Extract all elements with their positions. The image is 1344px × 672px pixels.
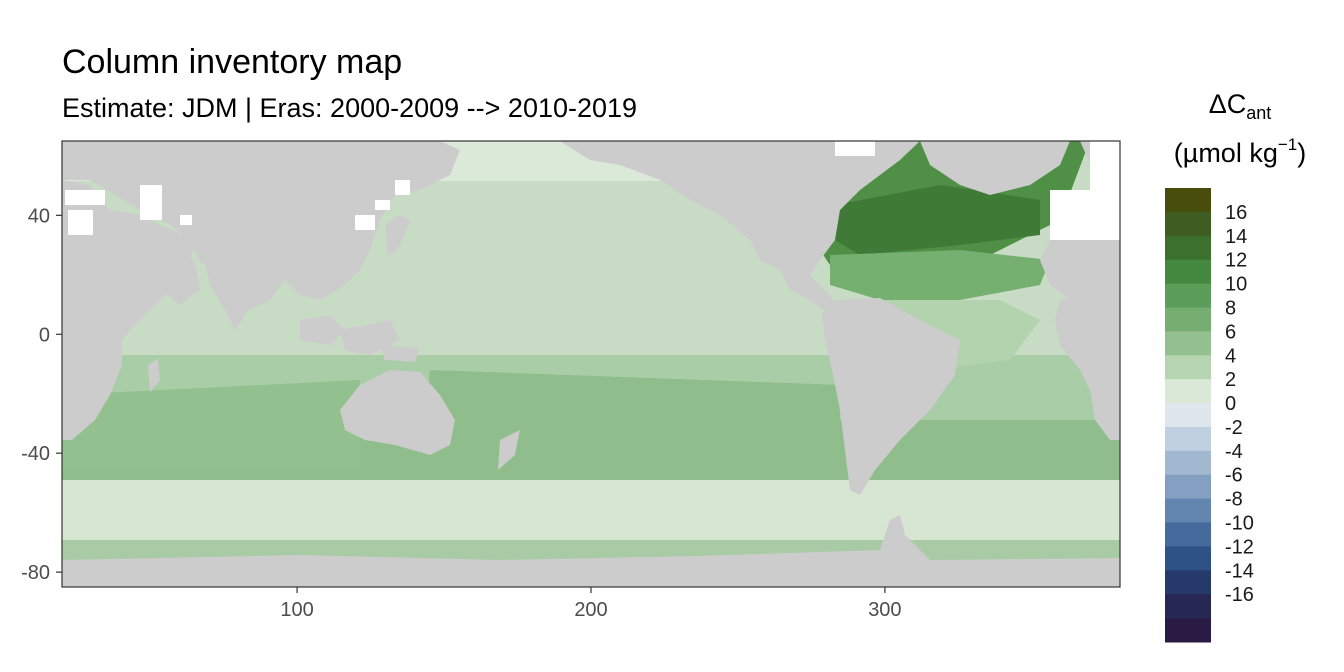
legend-swatch	[1165, 498, 1211, 524]
legend-break-label: 2	[1225, 369, 1236, 391]
legend-swatch	[1165, 259, 1211, 285]
legend-swatch	[1165, 546, 1211, 571]
north-atlantic-core	[835, 185, 1040, 255]
legend-unit: (µmol kg−1)	[1174, 135, 1306, 168]
legend-break-label: -8	[1225, 489, 1243, 511]
legend-break-label: -2	[1225, 417, 1243, 439]
legend-break-label: -10	[1225, 513, 1254, 535]
legend: ΔCant (µmol kg−1) 1614121086420-2-4-6-8-…	[1165, 89, 1306, 643]
legend-break-label: -14	[1225, 560, 1254, 582]
x-tick-label: 300	[868, 599, 901, 621]
y-tick-label: 0	[39, 324, 50, 346]
legend-unit-sup: −1	[1278, 135, 1297, 154]
legend-unit-main: (µmol kg	[1174, 138, 1278, 168]
legend-unit-close: )	[1297, 138, 1306, 168]
legend-swatch	[1165, 188, 1211, 213]
legend-swatch	[1165, 594, 1211, 619]
chart-subtitle: Estimate: JDM | Eras: 2000-2009 --> 2010…	[62, 93, 638, 123]
legend-break-label: -6	[1225, 465, 1243, 487]
y-tick-label: -40	[21, 443, 50, 465]
legend-break-label: 12	[1225, 250, 1247, 272]
legend-swatch	[1165, 403, 1211, 428]
band-southern-ocean	[62, 480, 1120, 545]
legend-swatch	[1165, 379, 1211, 404]
x-tick-label: 100	[280, 599, 313, 621]
legend-swatch	[1165, 331, 1211, 356]
legend-swatch	[1165, 522, 1211, 547]
legend-break-label: 8	[1225, 297, 1236, 319]
land-masses	[62, 141, 1120, 587]
legend-break-label: 16	[1225, 202, 1247, 224]
legend-title: ΔCant	[1209, 89, 1272, 123]
x-tick-label: 200	[574, 599, 607, 621]
legend-swatch	[1165, 618, 1211, 643]
legend-break-label: 4	[1225, 345, 1236, 367]
legend-break-label: 6	[1225, 321, 1236, 343]
band-pacific-south	[420, 370, 840, 470]
legend-swatch	[1165, 211, 1211, 237]
legend-break-label: -4	[1225, 441, 1243, 463]
no-data-patches	[65, 141, 1120, 240]
chart-title: Column inventory map	[62, 43, 403, 81]
legend-title-main: ΔC	[1209, 89, 1247, 119]
legend-swatch	[1165, 235, 1211, 261]
legend-title-sub: ant	[1246, 103, 1271, 123]
legend-swatch	[1165, 474, 1211, 500]
legend-swatch	[1165, 307, 1211, 332]
band-indian-south	[62, 380, 360, 470]
legend-swatch	[1165, 570, 1211, 595]
subtropical-north-atlantic	[830, 250, 1050, 300]
legend-swatch	[1165, 426, 1211, 452]
legend-break-label: 10	[1225, 274, 1247, 296]
legend-swatch	[1165, 283, 1211, 308]
y-tick-label: 40	[28, 205, 50, 227]
legend-break-label: 0	[1225, 393, 1236, 415]
legend-swatch	[1165, 450, 1211, 476]
legend-break-label: -16	[1225, 584, 1254, 606]
y-tick-label: -80	[21, 562, 50, 584]
legend-break-label: 14	[1225, 226, 1247, 248]
legend-swatch	[1165, 355, 1211, 380]
legend-break-label: -12	[1225, 536, 1254, 558]
legend-swatches	[1165, 188, 1211, 643]
